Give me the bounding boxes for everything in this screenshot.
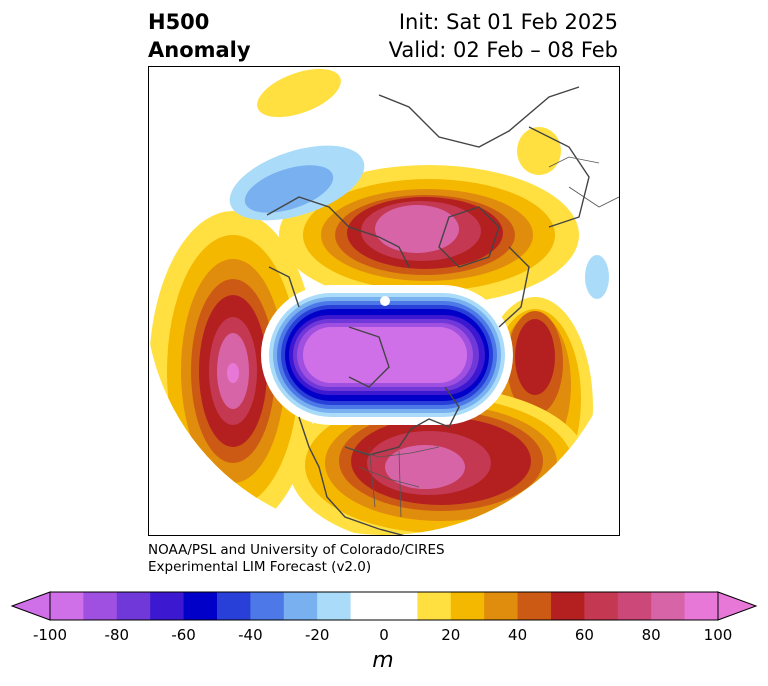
colorbar-tick-label: 20 [441, 626, 461, 644]
colorbar-swatch [183, 592, 218, 620]
colorbar-swatch [283, 592, 318, 620]
colorbar-tick-label: 0 [379, 626, 389, 644]
valid-range: Valid: 02 Feb – 08 Feb [388, 38, 618, 62]
colorbar-tick-label: -60 [171, 626, 196, 644]
map-canvas [149, 68, 619, 535]
ridge-europe [517, 127, 561, 175]
colorbar-swatch [617, 592, 652, 620]
colorbar-tick-label: -40 [238, 626, 263, 644]
colorbar-swatch [551, 592, 585, 620]
colorbar-swatch [651, 592, 686, 620]
colorbar-tick-label: 100 [703, 626, 733, 644]
colorbar-swatch [50, 592, 84, 620]
colorbar-tick-label: -80 [104, 626, 130, 644]
colorbar-swatch [250, 592, 285, 620]
title-right: Init: Sat 01 Feb 2025 Valid: 02 Feb – 08… [389, 8, 618, 64]
colorbar-swatch [484, 592, 519, 620]
colorbar-tick-label: 60 [574, 626, 594, 644]
credit-line-2: Experimental LIM Forecast (v2.0) [148, 559, 372, 575]
colorbar-swatch [450, 592, 485, 620]
title-field: Anomaly [148, 38, 251, 62]
colorbar-swatch [83, 592, 118, 620]
init-date: Init: Sat 01 Feb 2025 [398, 10, 618, 34]
colorbar [10, 591, 758, 621]
colorbar-ticks: -100 -80 -60 -40 -20 0 20 40 60 80 100 [0, 626, 768, 646]
colorbar-tick-label: -20 [304, 626, 330, 644]
ridge-bering [257, 68, 341, 118]
borders [344, 156, 619, 518]
anomaly-fields [149, 68, 609, 535]
colorbar-extend-max [717, 591, 758, 621]
colorbar-tick-label: 80 [641, 626, 661, 644]
colorbar-extend-min [10, 591, 51, 621]
colorbar-swatch [584, 592, 619, 620]
credit-text: NOAA/PSL and University of Colorado/CIRE… [148, 542, 445, 576]
trough-siberia [585, 255, 609, 299]
colorbar-swatch [116, 592, 151, 620]
north-pole-gap [380, 296, 390, 306]
title-variable: H500 [148, 10, 210, 34]
title-left: H500 Anomaly [148, 8, 251, 64]
colorbar-swatch [384, 592, 418, 620]
anomaly-map [148, 66, 620, 536]
colorbar-swatch [684, 592, 719, 620]
colorbar-unit-label: m [372, 648, 394, 673]
colorbar-swatch [350, 592, 385, 620]
colorbar-tick-label: 40 [508, 626, 528, 644]
colorbar-swatch [517, 592, 552, 620]
ridge-arctic [279, 165, 579, 305]
colorbar-swatch [417, 592, 452, 620]
colorbar-swatch [217, 592, 251, 620]
colorbar-swatch [317, 592, 352, 620]
colorbar-tick-label: -100 [32, 626, 68, 644]
colorbar-frame [49, 591, 719, 621]
credit-line-1: NOAA/PSL and University of Colorado/CIRE… [148, 542, 445, 558]
coastlines [266, 86, 590, 535]
colorbar-swatch [150, 592, 185, 620]
